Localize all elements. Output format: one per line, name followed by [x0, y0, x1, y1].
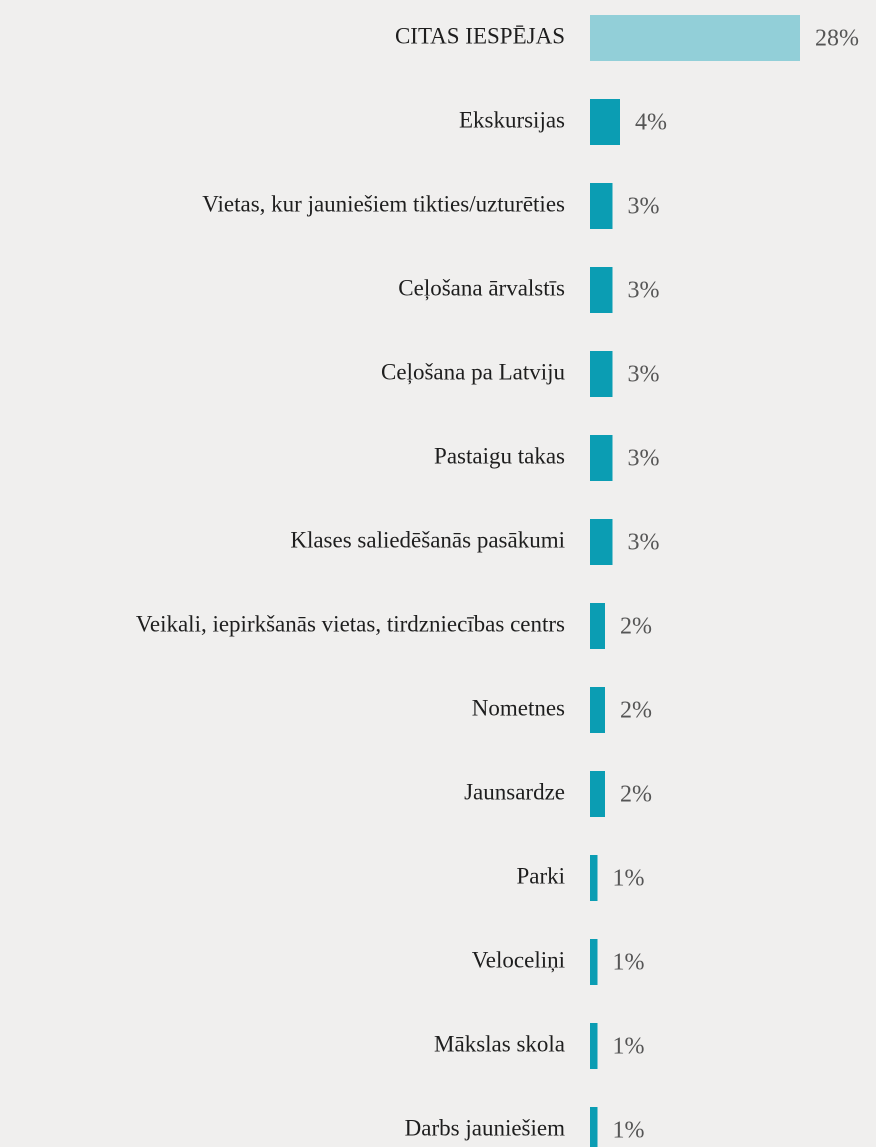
bar [590, 15, 800, 61]
value-label: 3% [628, 362, 660, 388]
bar [590, 1107, 598, 1147]
value-label: 2% [620, 614, 652, 640]
value-label: 4% [635, 110, 667, 136]
category-label: Veikali, iepirkšanās vietas, tirdzniecīb… [136, 611, 565, 636]
value-label: 2% [620, 782, 652, 808]
value-label: 3% [628, 194, 660, 220]
value-label: 1% [613, 950, 645, 976]
bar [590, 687, 605, 733]
bar [590, 771, 605, 817]
value-label: 28% [815, 26, 859, 52]
value-label: 1% [613, 1034, 645, 1060]
value-label: 2% [620, 698, 652, 724]
value-label: 3% [628, 278, 660, 304]
category-label: Klases saliedēšanās pasākumi [290, 527, 565, 552]
value-label: 1% [613, 866, 645, 892]
bar [590, 519, 613, 565]
category-label: Darbs jauniešiem [405, 1115, 565, 1140]
category-label: Ceļošana ārvalstīs [398, 275, 565, 301]
category-label: CITAS IESPĒJAS [395, 23, 565, 48]
bar [590, 1023, 598, 1069]
value-label: 3% [628, 446, 660, 472]
category-label: Mākslas skola [434, 1031, 565, 1056]
category-label: Parki [516, 863, 565, 888]
category-label: Veloceliņi [472, 947, 565, 973]
value-label: 1% [613, 1118, 645, 1144]
value-label: 3% [628, 530, 660, 556]
category-label: Jaunsardze [464, 779, 565, 804]
bar [590, 99, 620, 145]
bar [590, 435, 613, 481]
category-label: Ekskursijas [459, 107, 565, 132]
bar [590, 603, 605, 649]
bar [590, 183, 613, 229]
bar [590, 267, 613, 313]
category-label: Pastaigu takas [434, 443, 565, 468]
category-label: Nometnes [472, 695, 565, 720]
category-label: Ceļošana pa Latviju [381, 359, 565, 385]
bar [590, 939, 598, 985]
category-label: Vietas, kur jauniešiem tikties/uzturētie… [202, 191, 565, 216]
bar [590, 351, 613, 397]
bar [590, 855, 598, 901]
